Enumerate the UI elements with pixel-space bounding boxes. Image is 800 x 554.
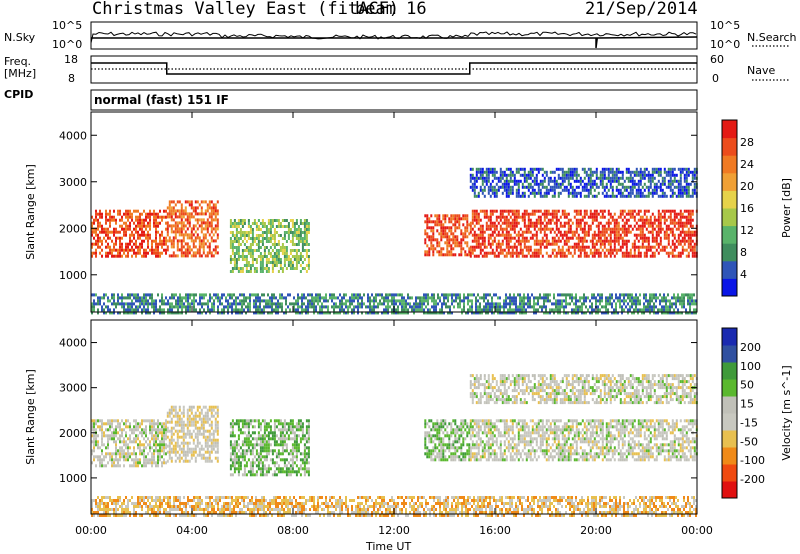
velocity-region — [469, 419, 698, 462]
colorbar-swatch-velocity — [722, 430, 737, 448]
colorbar-label-power: Power [dB] — [780, 178, 793, 238]
colorbar-swatch-power — [722, 278, 737, 297]
cpid-panel — [90, 89, 698, 111]
colorbar-swatch-power — [722, 155, 737, 174]
ytick-label-velocity: 4000 — [59, 337, 87, 350]
ytick-label-velocity: 3000 — [59, 382, 87, 395]
colorbar-swatch-power — [722, 260, 737, 279]
colorbar-tick-power: 24 — [740, 158, 754, 171]
freq-label-line2: [MHz] — [4, 67, 37, 80]
xtick-label: 00:00 — [75, 524, 107, 537]
x-axis-label: Time UT — [366, 540, 412, 553]
colorbar-tick-power: 20 — [740, 180, 754, 193]
colorbar-label-velocity: Velocity [m s^-1] — [780, 365, 793, 460]
colorbar-swatch-velocity — [722, 328, 737, 346]
colorbar-swatch-velocity — [722, 379, 737, 397]
colorbar-tick-power: 12 — [740, 224, 754, 237]
colorbar-tick-velocity: -100 — [740, 454, 765, 467]
colorbar-swatch-velocity — [722, 481, 737, 499]
velocity-region — [166, 405, 219, 463]
colorbar-swatch-velocity — [722, 464, 737, 482]
nsky-tick-top: 10^5 — [52, 19, 83, 32]
velocity-region — [91, 419, 167, 468]
colorbar-swatch-power — [722, 172, 737, 191]
panel-bg-velocity — [91, 320, 697, 514]
nsky-panel — [90, 21, 698, 50]
colorbar-swatch-power — [722, 225, 737, 244]
freq-trace — [91, 62, 697, 75]
freq-label-line1: Freq. — [4, 55, 32, 68]
colorbar-tick-velocity: -50 — [740, 435, 758, 448]
colorbar-swatch-power — [722, 208, 737, 227]
nave-label: Nave — [747, 64, 776, 77]
colorbar-tick-velocity: -15 — [740, 416, 758, 429]
velocity-region — [229, 419, 310, 477]
colorbar-tick-velocity: 15 — [740, 398, 754, 411]
power-region — [424, 214, 471, 257]
colorbar-swatch-velocity — [722, 362, 737, 380]
colorbar-swatch-velocity — [722, 447, 737, 465]
nsearch-tick-top: 10^5 — [710, 19, 741, 32]
nsky-trace — [90, 31, 697, 44]
velocity-region — [424, 419, 471, 462]
nave-tick-bottom: 0 — [712, 72, 719, 85]
power-region — [469, 209, 698, 258]
xtick-label: 12:00 — [378, 524, 410, 537]
colorbar-swatch-velocity — [722, 396, 737, 414]
power-region — [469, 167, 698, 198]
colorbar-swatch-power — [722, 190, 737, 209]
colorbar-swatch-power — [722, 243, 737, 262]
ytick-label-power: 2000 — [59, 222, 87, 235]
ytick-label-power: 1000 — [59, 269, 87, 282]
xtick-label: 08:00 — [277, 524, 309, 537]
colorbar-frame-velocity — [721, 327, 738, 499]
station-title: Christmas Valley East (fitACF) — [92, 0, 400, 19]
freq-tick-top: 18 — [64, 53, 78, 66]
colorbar-tick-power: 4 — [740, 268, 747, 281]
ylabel-velocity: Slant Range [km] — [24, 369, 37, 465]
power-region — [166, 200, 219, 258]
nsky-label: N.Sky — [4, 31, 36, 44]
colorbar-swatch-velocity — [722, 345, 737, 363]
velocity-region — [91, 496, 697, 517]
ytick-label-velocity: 1000 — [59, 472, 87, 485]
xtick-label: 16:00 — [479, 524, 511, 537]
colorbar-tick-velocity: 50 — [740, 379, 754, 392]
beam-title: beam 16 — [355, 0, 427, 19]
colorbar-swatch-power — [722, 120, 737, 139]
colorbar-tick-power: 28 — [740, 136, 754, 149]
date-title: 21/Sep/2014 — [585, 0, 698, 19]
ytick-label-power: 3000 — [59, 176, 87, 189]
xtick-label: 00:00 — [681, 524, 713, 537]
cpid-label: CPID — [4, 88, 34, 101]
power-region — [91, 209, 167, 258]
ytick-label-velocity: 2000 — [59, 427, 87, 440]
power-region — [91, 293, 697, 315]
colorbar-swatch-power — [722, 137, 737, 156]
ylabel-power: Slant Range [km] — [24, 164, 37, 260]
velocity-region — [469, 374, 698, 405]
power-region — [229, 219, 310, 273]
nsearch-trace — [91, 36, 698, 49]
colorbar-tick-velocity: 100 — [740, 360, 761, 373]
nsearch-tick-bottom: 10^0 — [710, 38, 741, 51]
freq-tick-bottom: 8 — [68, 72, 75, 85]
colorbar-tick-velocity: 200 — [740, 341, 761, 354]
colorbar-frame-power — [721, 119, 738, 297]
xtick-label: 20:00 — [580, 524, 612, 537]
colorbar-swatch-velocity — [722, 413, 737, 431]
colorbar-tick-power: 16 — [740, 202, 754, 215]
nsearch-label: N.Search — [747, 31, 797, 44]
colorbar-tick-velocity: -200 — [740, 473, 765, 486]
colorbar-tick-power: 8 — [740, 246, 747, 259]
nave-tick-top: 60 — [710, 53, 724, 66]
xtick-label: 04:00 — [176, 524, 208, 537]
cpid-text: normal (fast) 151 IF — [94, 93, 229, 107]
nsky-tick-bottom: 10^0 — [52, 38, 83, 51]
ytick-label-power: 4000 — [59, 129, 87, 142]
